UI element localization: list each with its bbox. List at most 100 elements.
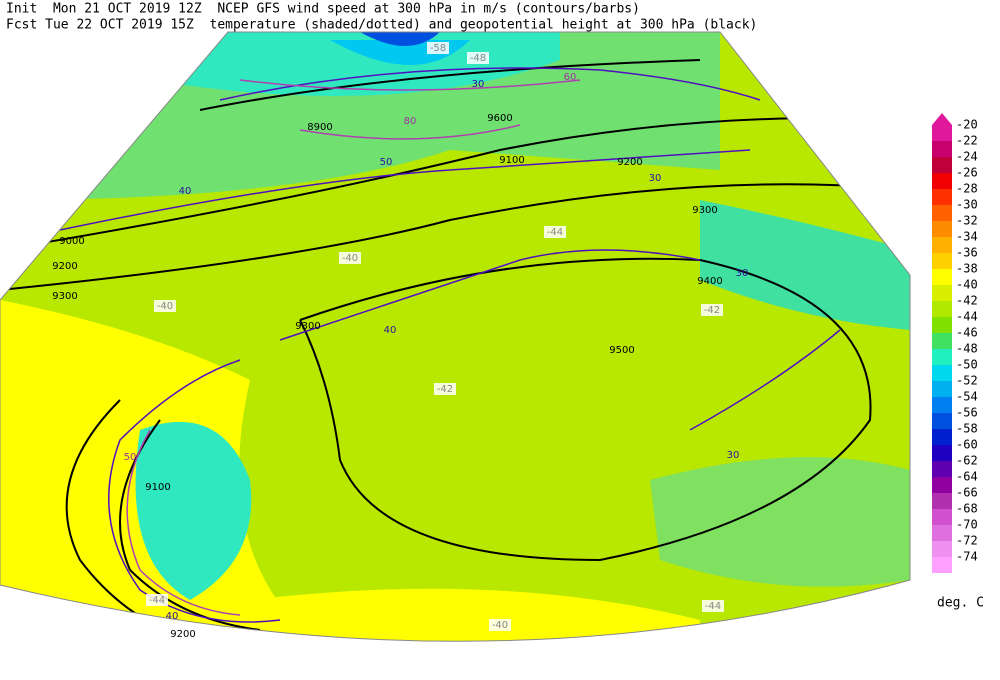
cold-core (360, 32, 440, 46)
contour-label: 30 (649, 173, 662, 184)
contour-label: 9500 (609, 345, 634, 356)
legend-label: -24 (956, 150, 978, 164)
legend-label: -40 (956, 278, 978, 292)
temp-label-box (544, 226, 566, 238)
legend-label: -44 (956, 310, 978, 324)
legend-label: -50 (956, 358, 978, 372)
temp-label-box (146, 594, 168, 606)
legend-swatch (932, 317, 952, 333)
legend-swatch (932, 301, 952, 317)
contour-label: 8900 (307, 122, 332, 133)
contour-label: 80 (404, 116, 417, 127)
legend-swatch (932, 285, 952, 301)
contour-label: 9200 (617, 157, 642, 168)
cold-region (150, 32, 560, 96)
contour-label: -48 (470, 53, 486, 64)
contour-label: -42 (704, 305, 720, 316)
legend-swatch (932, 141, 952, 157)
contour-label: -44 (705, 601, 721, 612)
temp-label-box (339, 252, 361, 264)
temp-label-box (434, 383, 456, 395)
temp-label-box (702, 600, 724, 612)
wind-contours-strong (126, 79, 581, 616)
contour-label: -42 (437, 384, 453, 395)
legend-swatch (932, 461, 952, 477)
legend-label: -68 (956, 502, 978, 516)
legend-label: -66 (956, 486, 978, 500)
legend-label: -32 (956, 214, 978, 228)
legend-swatch (932, 493, 952, 509)
legend-label: -72 (956, 534, 978, 548)
legend-swatch (932, 445, 952, 461)
contour-label: -40 (492, 620, 508, 631)
temp-label-box (154, 300, 176, 312)
temp-label-box (427, 42, 449, 54)
legend-swatch (932, 333, 952, 349)
legend-label: -52 (956, 374, 978, 388)
legend-label: -22 (956, 134, 978, 148)
contour-label: -40 (157, 301, 173, 312)
cool-region (650, 457, 910, 587)
legend-label: -64 (956, 470, 978, 484)
contour-label: -44 (149, 595, 165, 606)
height-contours (0, 59, 910, 642)
temp-label-box (489, 619, 511, 631)
contour-label: 9000 (59, 236, 84, 247)
legend-swatch (932, 125, 952, 141)
legend-label: -46 (956, 326, 978, 340)
legend-label: -74 (956, 550, 978, 564)
contour-label: 40 (179, 186, 192, 197)
wind-contours (59, 67, 841, 623)
legend-swatch (932, 157, 952, 173)
temp-label-box (467, 52, 489, 64)
legend-swatch (932, 173, 952, 189)
legend-label: -36 (956, 246, 978, 260)
contour-label: 30 (736, 268, 749, 279)
contour-label: 9100 (499, 155, 524, 166)
legend-swatch (932, 269, 952, 285)
legend-swatch (932, 349, 952, 365)
legend-label: -28 (956, 182, 978, 196)
cold-region (135, 421, 252, 600)
legend-swatch (932, 189, 952, 205)
legend-label: -62 (956, 454, 978, 468)
legend-swatch (932, 525, 952, 541)
cold-region (700, 200, 910, 330)
contour-label: -44 (547, 227, 563, 238)
warm-region (250, 588, 700, 642)
contour-label: 9400 (697, 276, 722, 287)
header-line: Fcst Tue 22 OCT 2019 15Z temperature (sh… (6, 18, 757, 33)
contour-label: 40 (166, 611, 179, 622)
contour-label: 9600 (487, 113, 512, 124)
legend-label: -60 (956, 438, 978, 452)
contour-label: 9200 (52, 261, 77, 272)
legend-label: -42 (956, 294, 978, 308)
contour-label: -40 (342, 253, 358, 264)
temp-label-box (701, 304, 723, 316)
legend-swatch (932, 397, 952, 413)
legend-label: -38 (956, 262, 978, 276)
contour-label: 40 (384, 325, 397, 336)
contour-label: 9300 (295, 321, 320, 332)
legend-swatch (932, 477, 952, 493)
contour-label: 50 (124, 452, 137, 463)
legend-label: -34 (956, 230, 978, 244)
legend-swatch (932, 509, 952, 525)
legend-swatch (932, 541, 952, 557)
legend-label: -54 (956, 390, 978, 404)
legend-swatch (932, 381, 952, 397)
contour-label: 9100 (145, 482, 170, 493)
header-line: Init Mon 21 OCT 2019 12Z NCEP GFS wind s… (6, 2, 640, 17)
legend-arrow (932, 113, 952, 125)
legend-swatch (932, 221, 952, 237)
legend-label: -26 (956, 166, 978, 180)
legend-label: -56 (956, 406, 978, 420)
contour-label: 30 (472, 79, 485, 90)
legend-label: -20 (956, 118, 978, 132)
contour-label: 50 (380, 157, 393, 168)
legend-swatch (932, 413, 952, 429)
legend-swatch (932, 557, 952, 573)
legend-label: -70 (956, 518, 978, 532)
